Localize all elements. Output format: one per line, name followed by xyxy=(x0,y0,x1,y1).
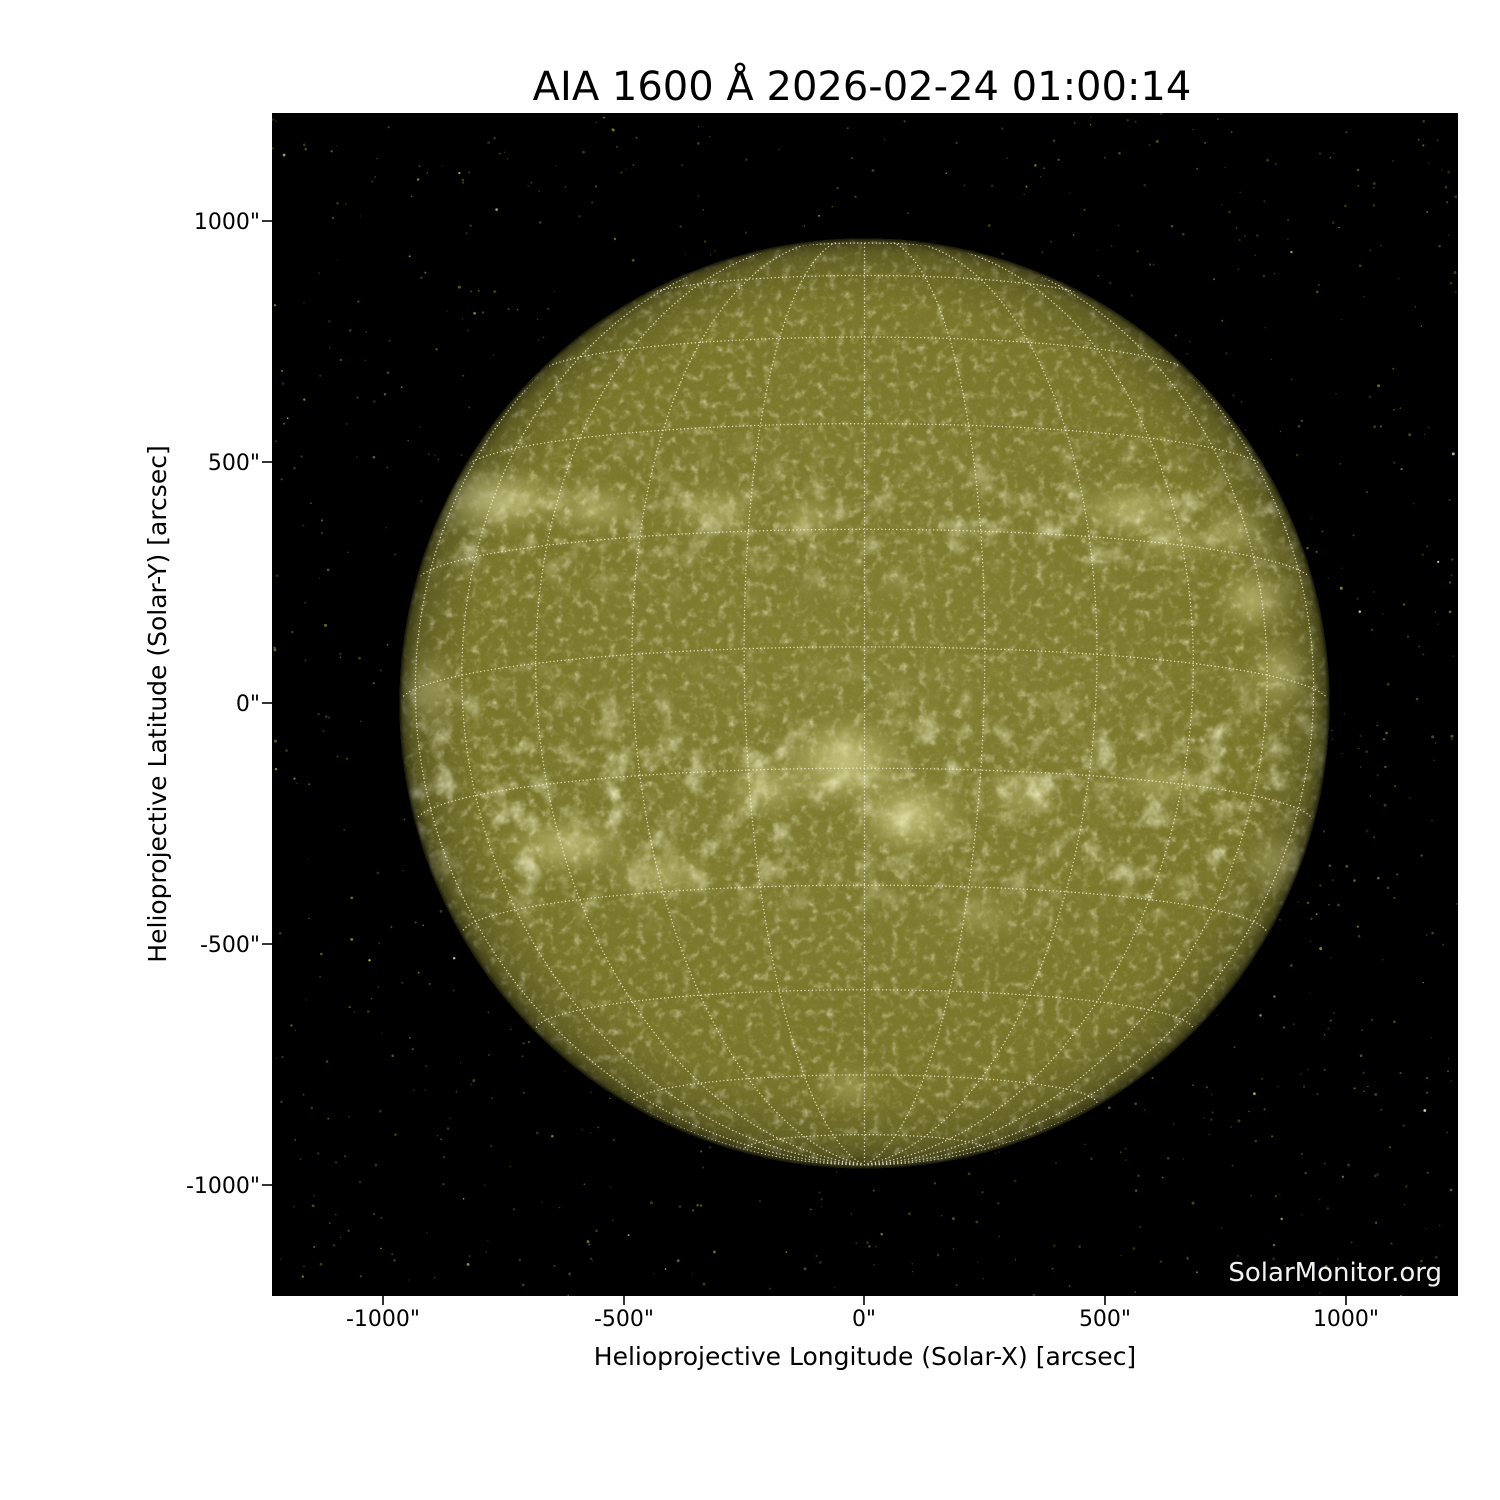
x-tick-label: 0" xyxy=(852,1307,876,1332)
x-tick-label: -500" xyxy=(594,1307,654,1332)
x-tick-label: 500" xyxy=(1079,1307,1131,1332)
x-tick-label: -1000" xyxy=(346,1307,420,1332)
y-tick-label: -1000" xyxy=(186,1174,260,1199)
y-axis-label: Helioprojective Latitude (Solar-Y) [arcs… xyxy=(143,445,172,962)
sun-disk-image xyxy=(399,238,1330,1169)
x-axis-ticks xyxy=(382,1296,1347,1305)
sky-speckles xyxy=(272,113,1458,1296)
watermark: SolarMonitor.org xyxy=(1228,1258,1442,1288)
heliographic-grid xyxy=(402,241,1327,1166)
x-tick-label: 1000" xyxy=(1313,1307,1379,1332)
y-axis-ticks xyxy=(262,220,272,1186)
y-tick-label: 1000" xyxy=(194,210,260,235)
y-tick-label: -500" xyxy=(200,933,260,958)
x-axis-label: Helioprojective Longitude (Solar-X) [arc… xyxy=(594,1342,1136,1371)
plot-title: AIA 1600 Å 2026-02-24 01:00:14 xyxy=(533,62,1192,110)
y-tick-label: 500" xyxy=(208,451,260,476)
y-tick-label: 0" xyxy=(236,692,260,717)
